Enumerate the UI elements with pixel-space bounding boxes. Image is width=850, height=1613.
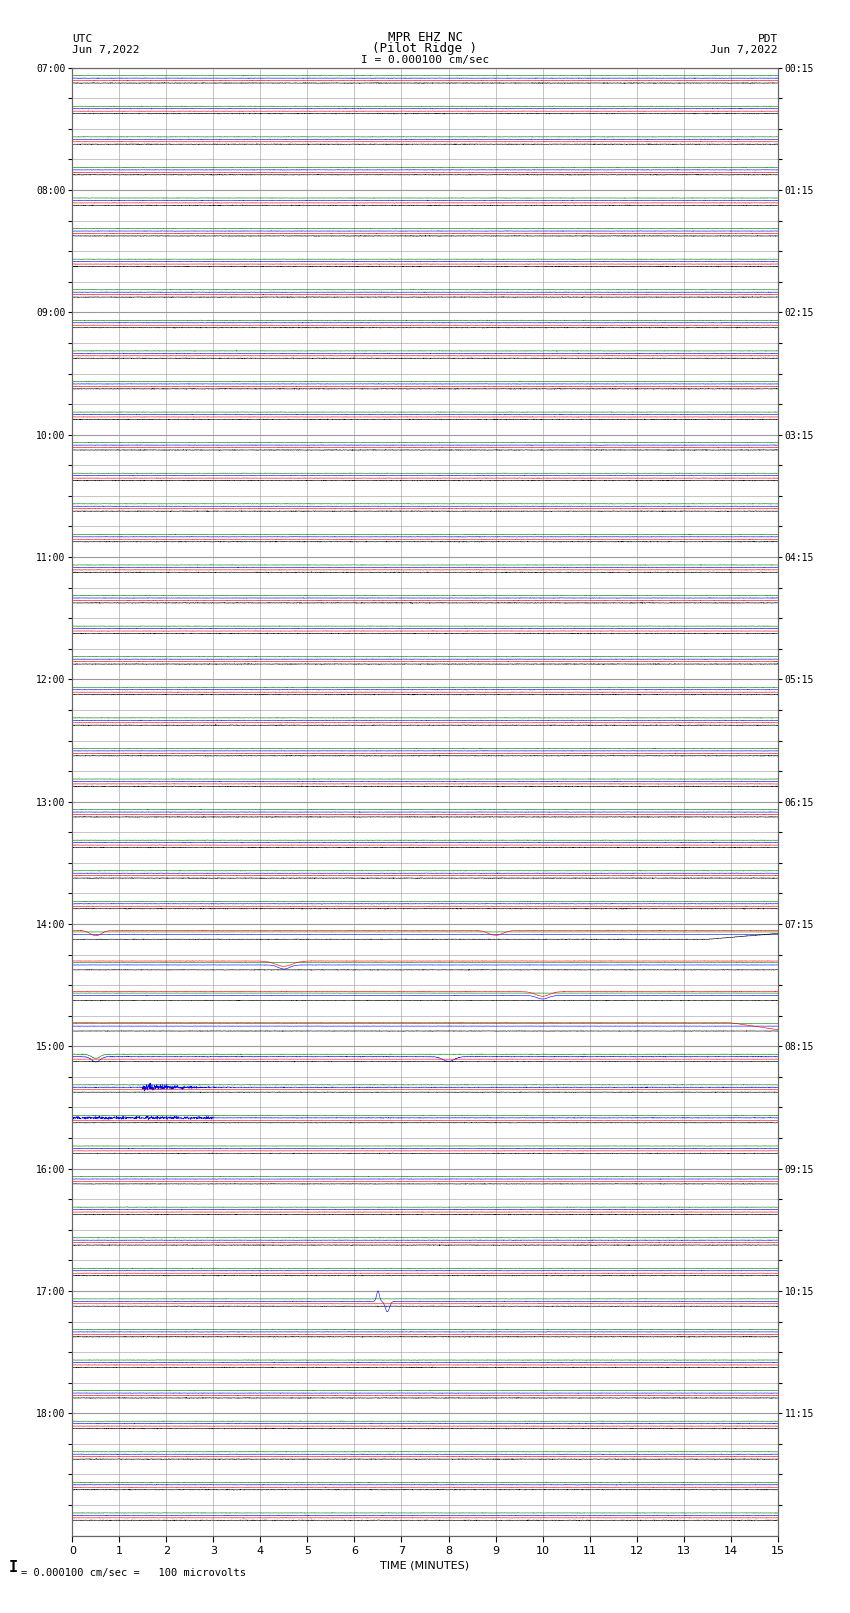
- Text: UTC: UTC: [72, 34, 93, 44]
- Text: = 0.000100 cm/sec =   100 microvolts: = 0.000100 cm/sec = 100 microvolts: [21, 1568, 246, 1578]
- X-axis label: TIME (MINUTES): TIME (MINUTES): [381, 1560, 469, 1569]
- Text: Jun 7,2022: Jun 7,2022: [72, 45, 139, 55]
- Text: MPR EHZ NC: MPR EHZ NC: [388, 31, 462, 44]
- Text: Jun 7,2022: Jun 7,2022: [711, 45, 778, 55]
- Text: I = 0.000100 cm/sec: I = 0.000100 cm/sec: [361, 55, 489, 65]
- Text: PDT: PDT: [757, 34, 778, 44]
- Text: I: I: [8, 1560, 18, 1576]
- Text: (Pilot Ridge ): (Pilot Ridge ): [372, 42, 478, 55]
